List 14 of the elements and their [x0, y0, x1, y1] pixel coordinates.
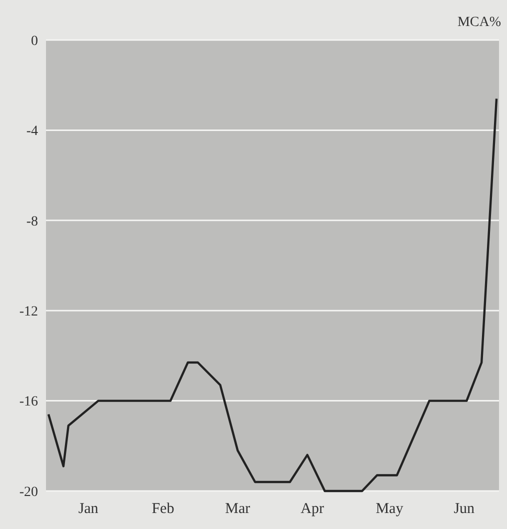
x-tick-label: Mar [225, 501, 250, 517]
y-axis-title: MCA% [457, 15, 502, 30]
y-tick-label: -20 [19, 484, 38, 500]
x-tick-label: Jun [454, 501, 476, 517]
x-tick-label: Apr [300, 501, 324, 517]
y-tick-label: -16 [19, 394, 38, 410]
y-tick-label: -12 [19, 304, 38, 320]
y-tick-label: -4 [26, 124, 38, 140]
x-tick-label: Feb [152, 501, 174, 517]
line-series [47, 98, 498, 492]
y-tick-label: 0 [31, 34, 38, 49]
x-tick-label: Jan [78, 501, 99, 517]
y-tick-label: -8 [26, 214, 38, 230]
x-tick-label: May [376, 501, 404, 517]
